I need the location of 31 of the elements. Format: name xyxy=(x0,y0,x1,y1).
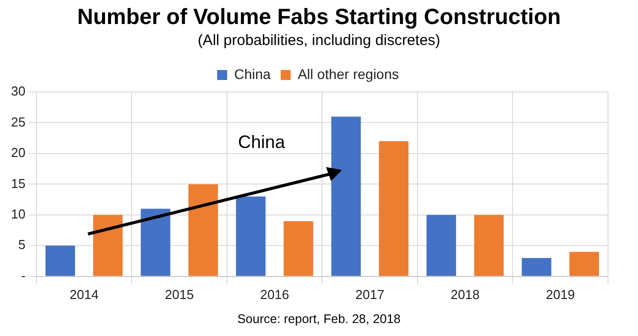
bar xyxy=(426,214,456,276)
bar xyxy=(522,258,552,276)
bar xyxy=(284,221,314,276)
x-tick-label: 2016 xyxy=(260,286,290,302)
bar xyxy=(140,208,170,276)
x-tick-label: 2019 xyxy=(546,286,575,302)
y-tick-label: 20 xyxy=(10,145,26,160)
annotation: China xyxy=(238,132,286,153)
y-tick-label: 25 xyxy=(10,114,26,130)
bar xyxy=(236,196,266,276)
y-tick-label: 10 xyxy=(10,206,26,222)
bar xyxy=(331,116,361,276)
legend-label: China xyxy=(234,66,271,82)
x-tick-label: 2015 xyxy=(164,286,194,302)
x-tick-label: 2018 xyxy=(450,286,480,302)
bar xyxy=(93,214,123,276)
y-tick-label: 30 xyxy=(10,84,26,99)
legend-label: All other regions xyxy=(298,66,399,82)
bar xyxy=(378,141,408,276)
y-tick-label: 5 xyxy=(18,237,26,252)
bar xyxy=(569,252,599,276)
y-tick-label: - xyxy=(21,268,26,283)
bar xyxy=(474,214,504,276)
y-tick-label: 15 xyxy=(10,176,26,191)
source-note: Source: report, Feb. 28, 2018 xyxy=(236,312,402,326)
x-tick-label: 2017 xyxy=(355,286,384,302)
bar xyxy=(188,184,218,276)
chart-subtitle: (All probabilities, including discretes) xyxy=(196,32,442,49)
x-tick-label: 2014 xyxy=(70,286,99,302)
bar xyxy=(46,246,76,276)
chart-title: Number of Volume Fabs Starting Construction xyxy=(76,4,562,30)
